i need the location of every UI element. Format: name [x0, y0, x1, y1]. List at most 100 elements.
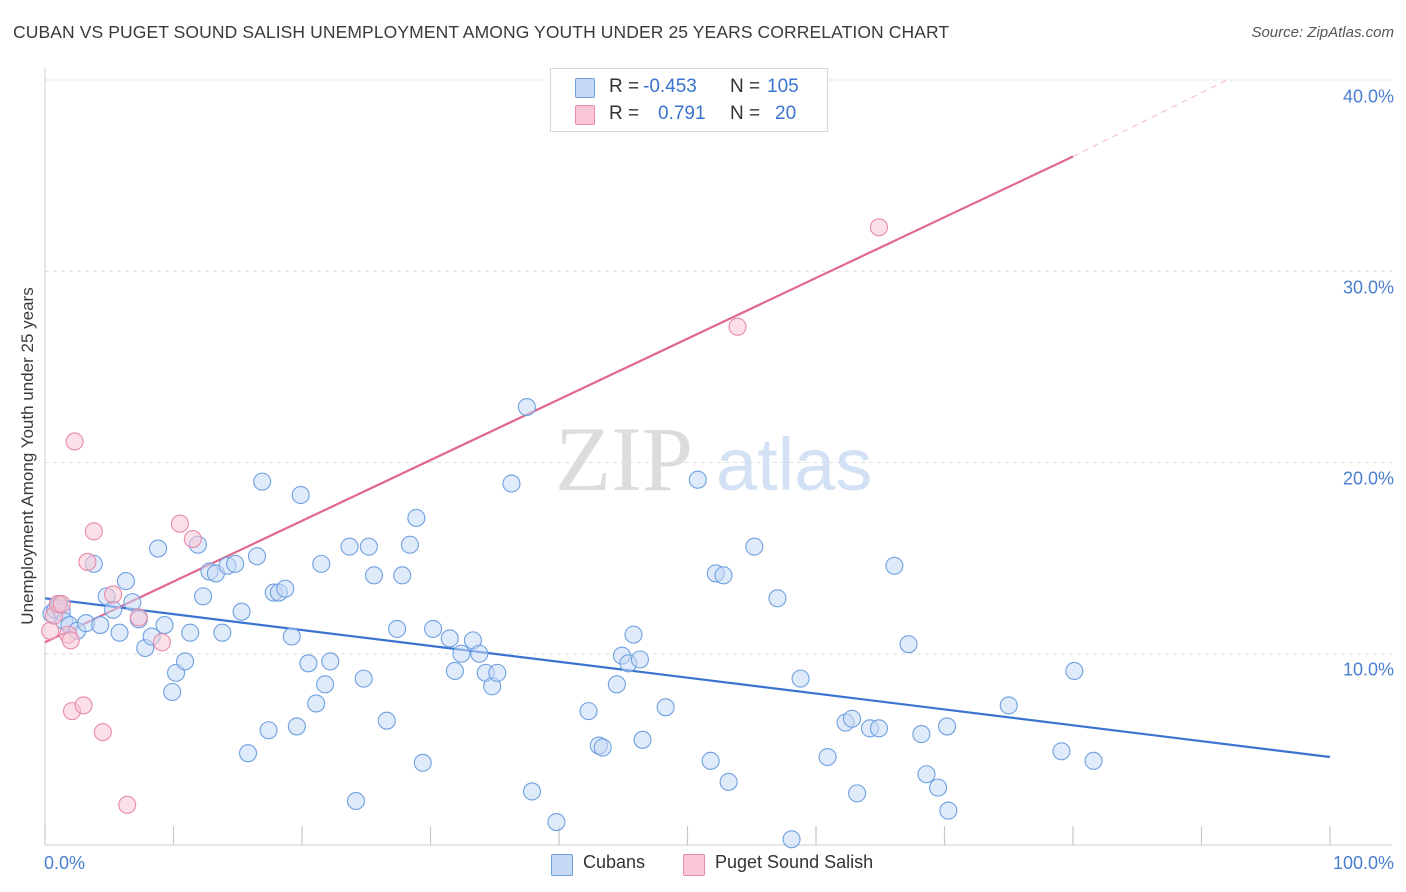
salish-point: [93, 723, 112, 742]
cubans-point: [321, 652, 340, 671]
cubans-point: [488, 663, 507, 682]
data-points: [41, 218, 1103, 849]
cubans-point: [579, 702, 598, 721]
cubans-point: [522, 782, 542, 801]
cubans-point: [176, 652, 195, 671]
y-tick-40: 40.0%: [1342, 86, 1394, 107]
cubans-point: [1052, 742, 1071, 761]
cubans-point: [413, 753, 432, 772]
cubans-point: [768, 589, 787, 608]
cubans-point: [1065, 661, 1084, 681]
cubans-point: [633, 730, 652, 749]
cubans-point: [445, 661, 464, 681]
grid-lines: [45, 79, 1392, 655]
cubans-point: [818, 747, 837, 767]
cubans-point: [377, 711, 396, 730]
salish-legend-label: Puget Sound Salish: [715, 852, 874, 872]
salish-point: [129, 608, 148, 627]
y-tick-30: 30.0%: [1342, 277, 1394, 298]
cubans-point: [253, 472, 272, 491]
trend-lines: [44, 79, 1331, 759]
salish-swatch: [575, 105, 595, 125]
n-value: 20: [775, 103, 797, 124]
n-label: N =: [730, 76, 761, 97]
n-value: 105: [767, 76, 799, 97]
cubans-point: [287, 717, 306, 736]
cubans-point: [163, 682, 182, 702]
cubans-point: [1084, 751, 1103, 770]
cubans-point: [407, 508, 426, 528]
cubans-point: [312, 554, 331, 573]
cubans-point: [688, 470, 707, 489]
salish-point: [74, 696, 93, 715]
n-label: N =: [730, 103, 761, 124]
cubans-point: [452, 644, 471, 663]
cubans-point: [116, 572, 136, 591]
cubans-point: [91, 616, 110, 635]
cubans-point: [547, 812, 566, 832]
cubans-legend-swatch: [551, 854, 573, 876]
cubans-point: [247, 547, 267, 566]
salish-point: [84, 522, 103, 541]
cubans-point: [181, 623, 200, 642]
cubans-point: [929, 778, 948, 797]
x-tick-0: 0.0%: [44, 853, 86, 873]
cubans-point: [364, 566, 384, 585]
cubans-point: [316, 675, 335, 694]
cubans-point: [869, 719, 889, 738]
salish-point: [61, 631, 80, 650]
cubans-point: [232, 602, 251, 621]
cubans-point: [291, 485, 310, 505]
r-value: -0.453: [643, 76, 697, 97]
cubans-point: [630, 650, 650, 669]
cubans-point: [701, 751, 720, 770]
cubans-point: [149, 539, 168, 558]
cubans-point: [791, 669, 810, 688]
chart-source: Source: ZipAtlas.com: [1251, 24, 1394, 41]
stats-legend: R = -0.453 N = 105 R = 0.791 N = 20: [550, 68, 828, 132]
cubans-point: [470, 644, 489, 663]
cubans-point: [194, 587, 213, 606]
cubans-point: [517, 397, 536, 417]
cubans-point: [110, 623, 129, 642]
cubans-point: [354, 669, 373, 688]
cubans-point: [624, 625, 643, 644]
salish-trend-line: [44, 155, 1074, 644]
cubans-point: [259, 721, 278, 740]
cubans-point: [714, 566, 733, 585]
cubans-point: [502, 474, 521, 493]
salish-point: [65, 432, 84, 451]
cubans-point: [393, 566, 412, 585]
cubans-point: [848, 784, 867, 803]
cubans-point: [938, 717, 957, 736]
cubans-point: [346, 791, 366, 811]
cubans-point: [939, 801, 958, 820]
y-tick-20: 20.0%: [1342, 468, 1394, 489]
cubans-point: [842, 709, 862, 728]
salish-point: [170, 514, 189, 533]
cubans-point: [226, 554, 245, 573]
cubans-point: [424, 619, 443, 638]
watermark: ZIP atlas: [555, 408, 872, 510]
cubans-point: [745, 537, 764, 556]
cubans-point: [999, 696, 1018, 715]
x-tick-100: 100.0%: [1332, 853, 1394, 873]
y-axis-label: Unemployment Among Youth under 25 years: [18, 287, 37, 625]
cubans-point: [123, 593, 142, 612]
salish-point: [104, 585, 123, 604]
cubans-point: [400, 535, 419, 554]
salish-point: [183, 529, 202, 549]
watermark-atlas: atlas: [716, 423, 872, 506]
cubans-point: [782, 830, 801, 849]
cubans-point: [593, 738, 612, 757]
salish-point: [52, 594, 71, 614]
cubans-point: [104, 600, 123, 619]
cubans-point: [155, 616, 174, 635]
cubans-legend-label: Cubans: [583, 852, 646, 872]
cubans-point: [307, 694, 326, 713]
salish-point: [118, 795, 137, 814]
r-label: R =: [609, 103, 640, 124]
cubans-point: [299, 654, 318, 673]
cubans-point: [912, 725, 931, 744]
chart-title: CUBAN VS PUGET SOUND SALISH UNEMPLOYMENT…: [13, 22, 950, 42]
